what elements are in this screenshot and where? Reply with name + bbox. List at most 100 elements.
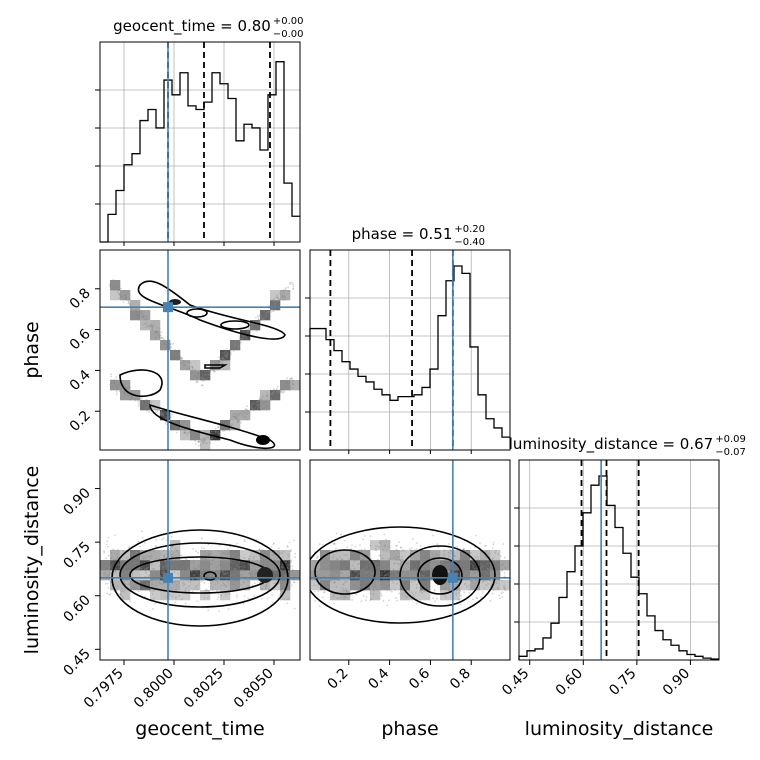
sample-point [415, 574, 418, 577]
sample-point [350, 586, 353, 589]
sample-point [254, 568, 257, 571]
density-cell [190, 560, 201, 571]
sample-point [122, 596, 124, 599]
sample-point [214, 427, 217, 430]
sample-point [347, 559, 350, 562]
sample-point [285, 382, 288, 385]
sample-point [223, 563, 225, 566]
sample-point [222, 359, 225, 361]
sample-point [112, 279, 115, 281]
sample-point [252, 328, 255, 331]
sample-point [211, 368, 214, 371]
sample-point [163, 554, 166, 557]
sample-point [252, 555, 255, 558]
sample-point [210, 551, 213, 553]
sample-point [224, 572, 227, 575]
sample-point [270, 398, 273, 400]
sample-point [320, 561, 323, 564]
density-cell [280, 590, 291, 601]
sample-point [409, 548, 411, 551]
sample-point [159, 336, 161, 339]
sample-point [160, 340, 163, 343]
sample-point [265, 394, 268, 397]
sample-point [140, 588, 143, 591]
density-cell [460, 580, 471, 591]
sample-point [272, 310, 275, 313]
sample-point [171, 554, 174, 556]
sample-point [135, 313, 138, 316]
sample-point [105, 543, 108, 546]
density-cell [200, 370, 211, 381]
panel-frame [309, 459, 511, 661]
sample-point [322, 591, 325, 594]
sample-point [420, 589, 423, 592]
sample-point [251, 328, 254, 331]
sample-point [170, 535, 173, 538]
sample-point [129, 399, 132, 401]
sample-point [413, 569, 415, 572]
sample-point [224, 566, 227, 569]
sample-point [193, 567, 196, 570]
sample-point [124, 583, 127, 586]
sample-point [292, 288, 295, 291]
sample-point [487, 572, 490, 575]
sample-point [165, 566, 167, 569]
sample-point [230, 567, 233, 569]
sample-point [395, 582, 398, 585]
density-cell [240, 410, 251, 421]
sample-point [162, 554, 165, 557]
sample-point [369, 535, 372, 537]
sample-point [215, 566, 218, 569]
sample-point [387, 563, 389, 566]
sample-point [162, 567, 165, 570]
sample-point [196, 588, 199, 591]
sample-point [285, 382, 288, 384]
sample-point [425, 567, 428, 570]
sample-point [161, 582, 164, 585]
sample-point [345, 554, 348, 557]
sample-point [252, 557, 255, 560]
sample-point [197, 437, 200, 439]
sample-point [383, 568, 385, 570]
sample-point [235, 416, 238, 418]
sample-point [498, 574, 500, 577]
sample-point [288, 564, 290, 567]
sample-point [118, 289, 120, 292]
sample-point [404, 567, 407, 570]
sample-point [389, 569, 392, 572]
density-cell [310, 580, 321, 591]
sample-point [384, 586, 387, 589]
sample-point [182, 566, 184, 569]
sample-point [372, 574, 374, 577]
sample-point [272, 567, 275, 570]
density-cell [190, 370, 201, 381]
sample-point [125, 297, 128, 300]
contour-line [186, 308, 208, 318]
sample-point [477, 570, 479, 573]
sample-point [170, 559, 172, 561]
sample-point [288, 567, 290, 570]
sample-point [127, 386, 130, 389]
sample-point [316, 556, 319, 558]
sample-point [175, 426, 178, 429]
sample-point [140, 397, 142, 400]
sample-point [343, 554, 346, 556]
sample-point [186, 567, 189, 570]
sample-point [216, 431, 219, 433]
sample-point [328, 569, 330, 572]
xlabel-luminosity_distance: luminosity_distance [525, 718, 714, 740]
sample-point [396, 558, 399, 561]
sample-point [209, 563, 212, 565]
sample-point [165, 347, 167, 349]
sample-point [121, 561, 124, 564]
sample-point [136, 560, 138, 563]
sample-point [229, 572, 232, 575]
sample-point [280, 581, 283, 584]
sample-point [337, 579, 340, 582]
sample-point [317, 590, 320, 593]
sample-point [230, 561, 233, 564]
sample-point [144, 326, 147, 328]
truth-marker-geocent_time-vs-luminosity_distance [163, 572, 173, 583]
sample-point [170, 549, 173, 552]
sample-point [250, 575, 253, 578]
